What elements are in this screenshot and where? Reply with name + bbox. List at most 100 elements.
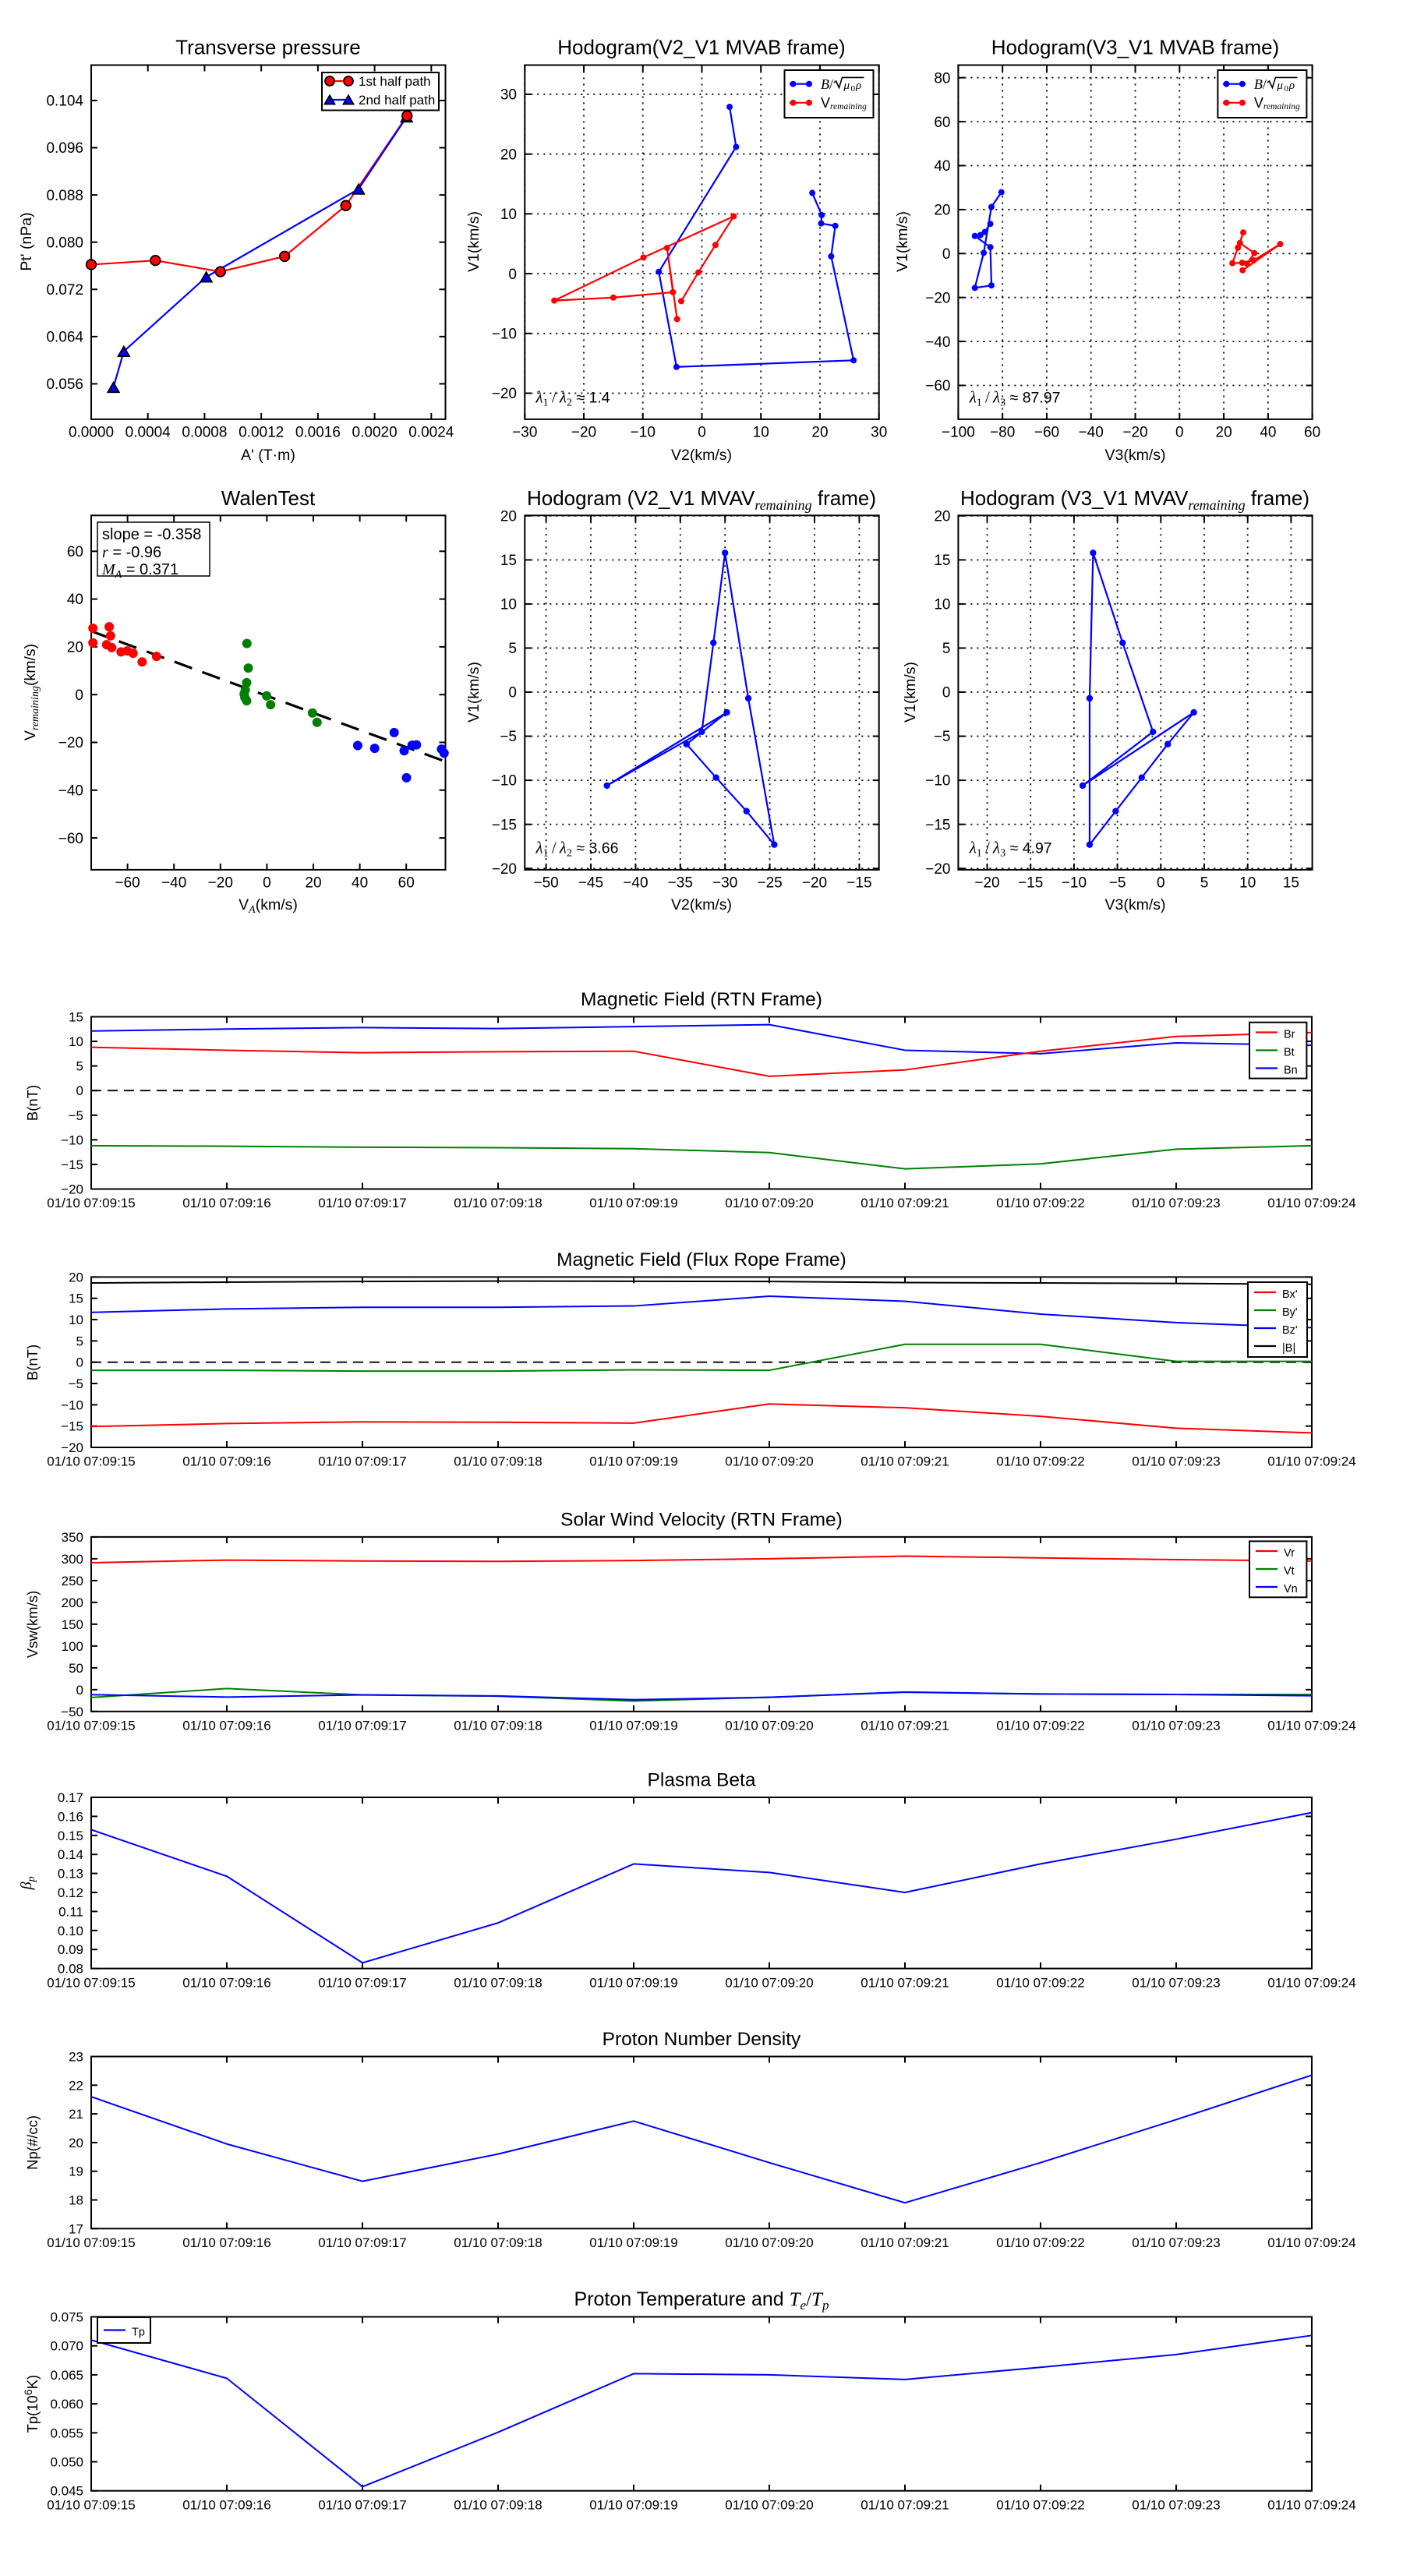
svg-text:01/10 07:09:16: 01/10 07:09:16: [182, 2235, 270, 2250]
svg-text:B: B: [821, 76, 829, 92]
svg-text:Hodogram (V3_V1 MVAVremaining: Hodogram (V3_V1 MVAVremaining frame): [960, 486, 1309, 513]
svg-text:20: 20: [67, 640, 83, 656]
svg-text:λ1 / λ3 ≈ 4.97: λ1 / λ3 ≈ 4.97: [969, 838, 1052, 859]
svg-text:−40: −40: [623, 875, 648, 892]
svg-text:01/10 07:09:19: 01/10 07:09:19: [589, 2497, 677, 2512]
svg-text:40: 40: [934, 158, 950, 175]
svg-text:01/10 07:09:20: 01/10 07:09:20: [725, 1196, 813, 1210]
svg-text:20: 20: [500, 508, 517, 525]
svg-text:01/10 07:09:23: 01/10 07:09:23: [1132, 2235, 1220, 2250]
svg-text:01/10 07:09:20: 01/10 07:09:20: [725, 1454, 813, 1469]
svg-text:−20: −20: [492, 861, 517, 878]
svg-text:2nd half path: 2nd half path: [359, 93, 435, 108]
svg-text:250: 250: [62, 1574, 83, 1588]
svg-text:−15: −15: [1018, 875, 1043, 892]
svg-text:0.056: 0.056: [46, 376, 83, 393]
svg-text:0.070: 0.070: [50, 2339, 83, 2354]
svg-text:0: 0: [508, 267, 517, 283]
svg-text:01/10 07:09:21: 01/10 07:09:21: [861, 1975, 949, 1990]
svg-text:0.104: 0.104: [46, 94, 83, 110]
svg-text:01/10 07:09:20: 01/10 07:09:20: [725, 1975, 813, 1990]
svg-text:−40: −40: [58, 783, 83, 800]
svg-text:01/10 07:09:23: 01/10 07:09:23: [1132, 1975, 1220, 1990]
svg-text:−20: −20: [61, 1440, 83, 1455]
svg-text:10: 10: [500, 597, 517, 613]
svg-text:λ1 / λ2 ≈ 3.66: λ1 / λ2 ≈ 3.66: [535, 838, 619, 859]
svg-text:V: V: [1254, 95, 1263, 111]
svg-text:01/10 07:09:17: 01/10 07:09:17: [318, 1975, 406, 1990]
svg-text:WalenTest: WalenTest: [221, 486, 316, 510]
svg-text:−20: −20: [1122, 425, 1147, 441]
svg-text:0: 0: [1175, 425, 1184, 441]
svg-text:20: 20: [811, 425, 828, 441]
svg-text:0: 0: [1284, 84, 1288, 94]
svg-text:01/10 07:09:23: 01/10 07:09:23: [1132, 1196, 1220, 1210]
svg-text:|B|: |B|: [1282, 1342, 1295, 1355]
svg-text:−30: −30: [712, 875, 737, 892]
svg-text:10: 10: [69, 1313, 83, 1327]
svg-text:V1(km/s): V1(km/s): [465, 211, 482, 272]
svg-text:10: 10: [500, 207, 517, 223]
svg-text:01/10 07:09:24: 01/10 07:09:24: [1267, 2235, 1355, 2250]
svg-text:Hodogram(V3_V1 MVAB frame): Hodogram(V3_V1 MVAB frame): [991, 36, 1279, 59]
svg-text:20: 20: [305, 875, 321, 892]
svg-text:Magnetic Field (Flux Rope Fram: Magnetic Field (Flux Rope Frame): [557, 1249, 846, 1270]
svg-text:0: 0: [76, 1683, 83, 1698]
svg-text:remaining: remaining: [830, 102, 867, 111]
svg-text:−35: −35: [668, 875, 693, 892]
svg-text:−60: −60: [925, 378, 950, 394]
svg-text:23: 23: [69, 2050, 83, 2065]
svg-text:01/10 07:09:24: 01/10 07:09:24: [1267, 1975, 1355, 1990]
svg-text:0.14: 0.14: [58, 1847, 83, 1862]
svg-text:0.050: 0.050: [50, 2455, 83, 2470]
svg-text:Magnetic Field (RTN Frame): Magnetic Field (RTN Frame): [581, 989, 822, 1010]
svg-text:5: 5: [76, 1334, 83, 1348]
svg-text:01/10 07:09:19: 01/10 07:09:19: [589, 1196, 677, 1210]
svg-text:0.072: 0.072: [46, 282, 83, 299]
svg-text:20: 20: [934, 203, 950, 219]
svg-text:ρ: ρ: [855, 80, 861, 92]
svg-text:01/10 07:09:22: 01/10 07:09:22: [996, 1719, 1084, 1733]
svg-text:0: 0: [75, 687, 83, 704]
svg-text:r = -0.96: r = -0.96: [102, 544, 161, 561]
svg-text:0.09: 0.09: [58, 1942, 83, 1957]
svg-text:By': By': [1282, 1306, 1298, 1319]
svg-text:01/10 07:09:18: 01/10 07:09:18: [454, 1719, 542, 1733]
svg-text:−10: −10: [1062, 875, 1087, 892]
svg-text:0.088: 0.088: [46, 188, 83, 204]
svg-text:01/10 07:09:23: 01/10 07:09:23: [1132, 2497, 1220, 2512]
svg-text:01/10 07:09:21: 01/10 07:09:21: [861, 1196, 949, 1210]
svg-text:01/10 07:09:17: 01/10 07:09:17: [318, 1719, 406, 1733]
svg-text:−5: −5: [1109, 875, 1126, 892]
svg-text:−60: −60: [1034, 425, 1059, 441]
svg-text:01/10 07:09:15: 01/10 07:09:15: [47, 1719, 135, 1733]
svg-text:−5: −5: [500, 729, 517, 745]
svg-text:−20: −20: [571, 425, 596, 441]
svg-text:01/10 07:09:21: 01/10 07:09:21: [861, 1719, 949, 1733]
svg-text:V2(km/s): V2(km/s): [671, 447, 732, 464]
svg-text:−15: −15: [61, 1419, 83, 1434]
svg-text:−10: −10: [492, 773, 517, 790]
svg-text:01/10 07:09:24: 01/10 07:09:24: [1267, 1196, 1355, 1210]
svg-text:60: 60: [398, 875, 415, 892]
svg-text:−60: −60: [58, 831, 83, 847]
svg-text:−15: −15: [925, 817, 950, 833]
svg-text:20: 20: [1216, 425, 1232, 441]
svg-text:0.16: 0.16: [58, 1809, 83, 1824]
svg-text:10: 10: [1239, 875, 1256, 892]
svg-text:01/10 07:09:18: 01/10 07:09:18: [454, 1975, 542, 1990]
svg-text:−15: −15: [61, 1157, 83, 1172]
svg-text:−20: −20: [802, 875, 827, 892]
svg-text:60: 60: [934, 115, 950, 131]
svg-text:40: 40: [67, 592, 83, 608]
svg-text:V: V: [821, 95, 830, 111]
svg-text:10: 10: [753, 425, 769, 441]
svg-text:−10: −10: [61, 1133, 83, 1147]
svg-text:Vsw(km/s): Vsw(km/s): [24, 1591, 41, 1658]
svg-text:μ: μ: [843, 80, 850, 92]
svg-text:Hodogram (V2_V1 MVAVremaining: Hodogram (V2_V1 MVAVremaining frame): [527, 486, 876, 513]
svg-text:10: 10: [69, 1034, 83, 1049]
svg-text:−30: −30: [512, 425, 537, 441]
svg-text:0.075: 0.075: [50, 2310, 83, 2325]
svg-text:−15: −15: [492, 817, 517, 833]
